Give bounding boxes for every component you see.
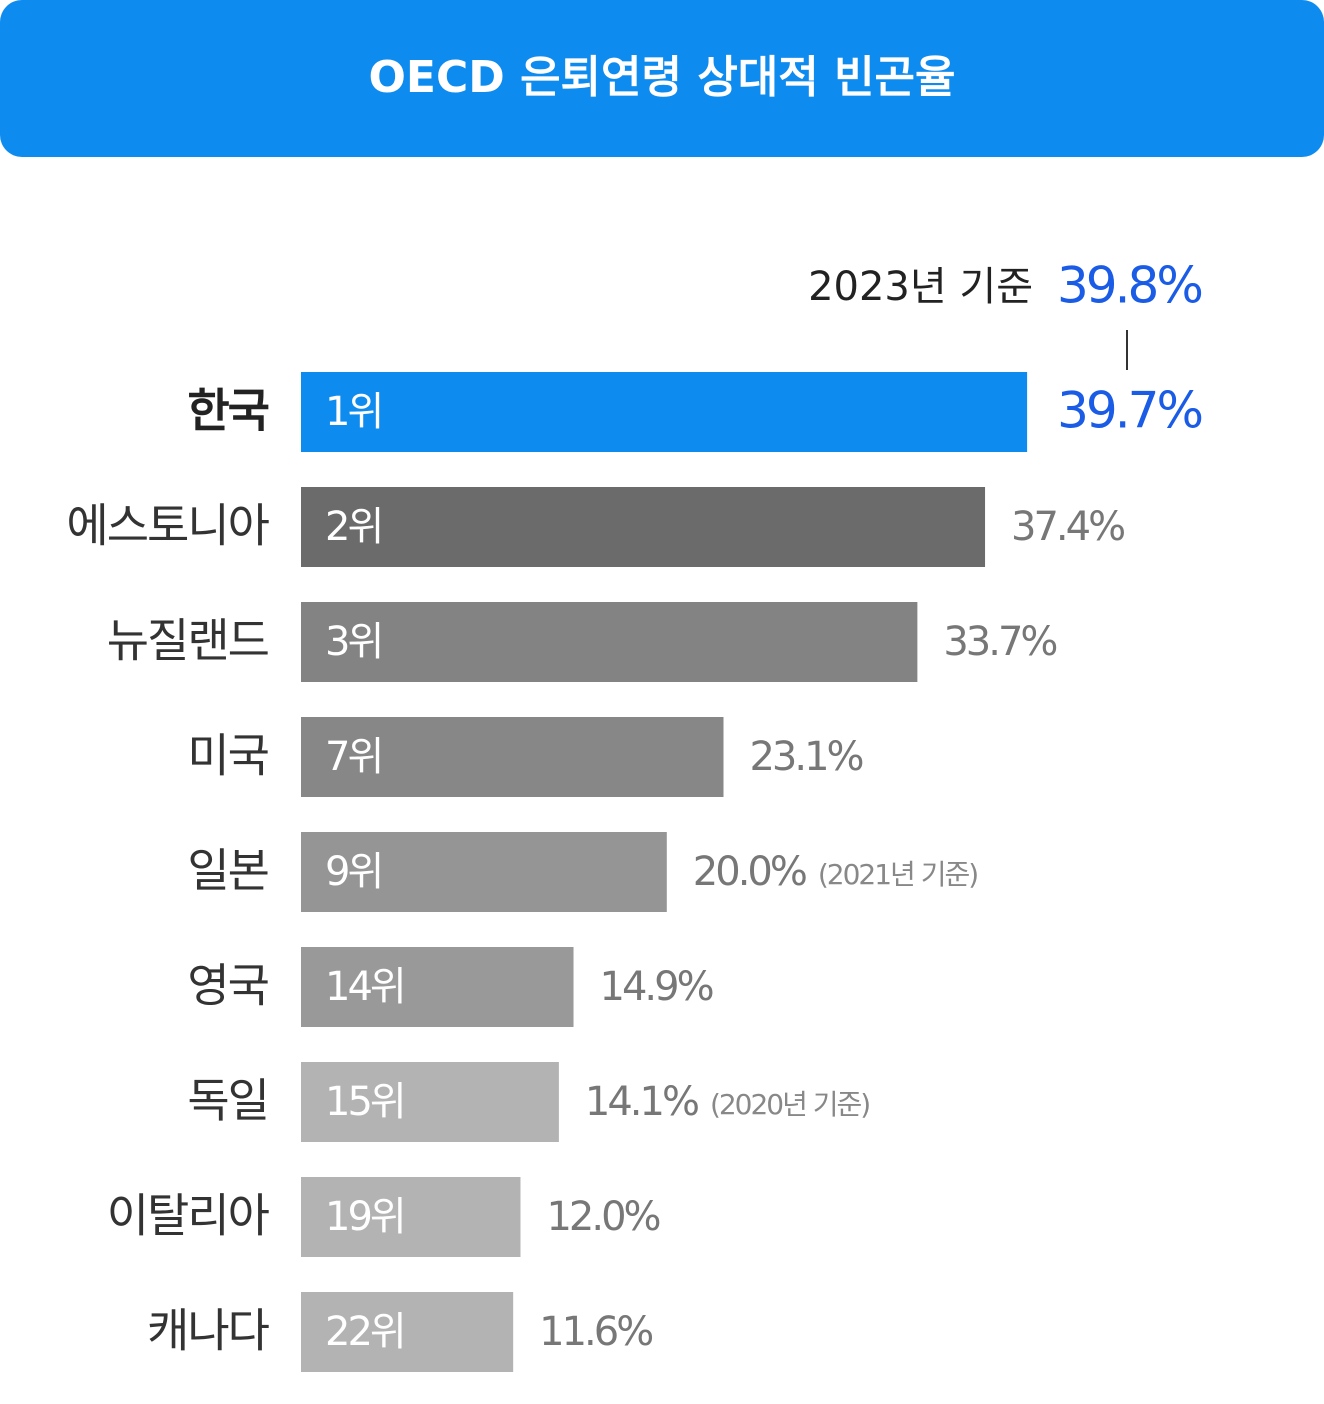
- value-label: 14.1%: [585, 1079, 698, 1125]
- category-label: 미국: [187, 729, 268, 783]
- rank-label: 15위: [325, 1079, 404, 1125]
- title-banner: [0, 0, 1324, 157]
- category-label: 일본: [187, 844, 268, 898]
- value-label: 14.9%: [600, 964, 713, 1010]
- rank-label: 2위: [325, 504, 381, 550]
- bar: [301, 372, 1028, 452]
- category-label: 캐나다: [147, 1304, 270, 1358]
- annotation-value: 39.8%: [1057, 257, 1201, 315]
- bar: [301, 1292, 514, 1372]
- rank-label: 19위: [325, 1194, 404, 1240]
- value-label: 20.0%: [693, 849, 806, 895]
- rank-label: 7위: [325, 734, 381, 780]
- bar: [301, 947, 574, 1027]
- category-label: 영국: [187, 959, 268, 1013]
- value-label: 37.4%: [1011, 504, 1124, 550]
- category-label: 이탈리아: [107, 1189, 270, 1243]
- bar: [301, 1177, 521, 1257]
- category-label: 뉴질랜드: [107, 614, 269, 668]
- annotation-label: 2023년 기준: [808, 264, 1033, 310]
- category-label: 한국: [187, 384, 268, 438]
- value-label: 33.7%: [943, 619, 1056, 665]
- bar: [301, 1062, 559, 1142]
- rank-label: 9위: [325, 849, 381, 895]
- bar: [301, 717, 724, 797]
- rank-label: 14위: [325, 964, 404, 1010]
- bar: [301, 487, 986, 567]
- rank-label: 22위: [325, 1309, 404, 1355]
- category-label: 에스토니아: [66, 499, 269, 553]
- rank-label: 1위: [325, 389, 381, 435]
- bar: [301, 832, 667, 912]
- value-label: 23.1%: [749, 734, 862, 780]
- value-label: 11.6%: [539, 1309, 652, 1355]
- chart-title: OECD 은퇴연령 상대적 빈곤율: [368, 52, 955, 103]
- value-label: 39.7%: [1057, 382, 1201, 440]
- value-note: (2021년 기준): [818, 858, 977, 891]
- category-label: 독일: [187, 1074, 268, 1128]
- bar: [301, 602, 918, 682]
- value-note: (2020년 기준): [710, 1088, 869, 1121]
- value-label: 12.0%: [546, 1194, 659, 1240]
- rank-label: 3위: [325, 619, 381, 665]
